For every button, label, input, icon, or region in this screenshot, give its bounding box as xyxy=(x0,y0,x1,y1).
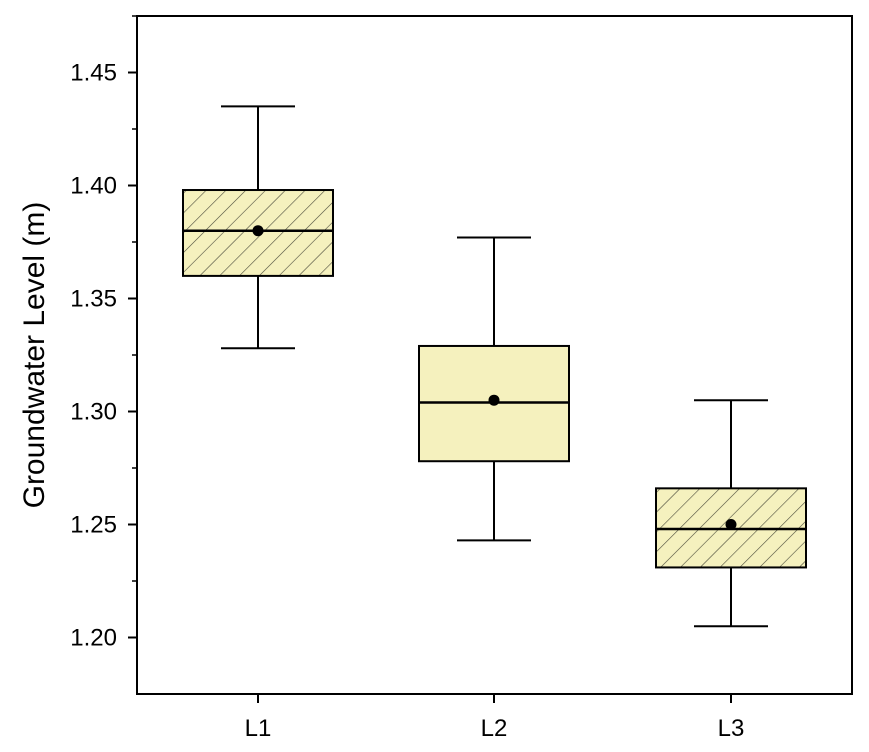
y-tick-label: 1.40 xyxy=(70,173,117,200)
plot-frame xyxy=(136,15,853,695)
box-l1 xyxy=(182,189,334,277)
x-tick-label-l3: L3 xyxy=(718,715,745,742)
y-axis-title: Groundwater Level (m) xyxy=(18,202,51,509)
mean-point xyxy=(252,225,264,237)
x-tick-label-l1: L1 xyxy=(245,715,272,742)
x-tick-label-l2: L2 xyxy=(481,715,508,742)
y-tick-label: 1.30 xyxy=(70,399,117,426)
y-tick-label: 1.25 xyxy=(70,512,117,539)
mean-point xyxy=(488,394,500,406)
y-tick-label: 1.35 xyxy=(70,286,117,313)
mean-point xyxy=(725,519,737,530)
y-tick-label: 1.45 xyxy=(70,60,117,87)
y-tick-label: 1.20 xyxy=(70,625,117,652)
